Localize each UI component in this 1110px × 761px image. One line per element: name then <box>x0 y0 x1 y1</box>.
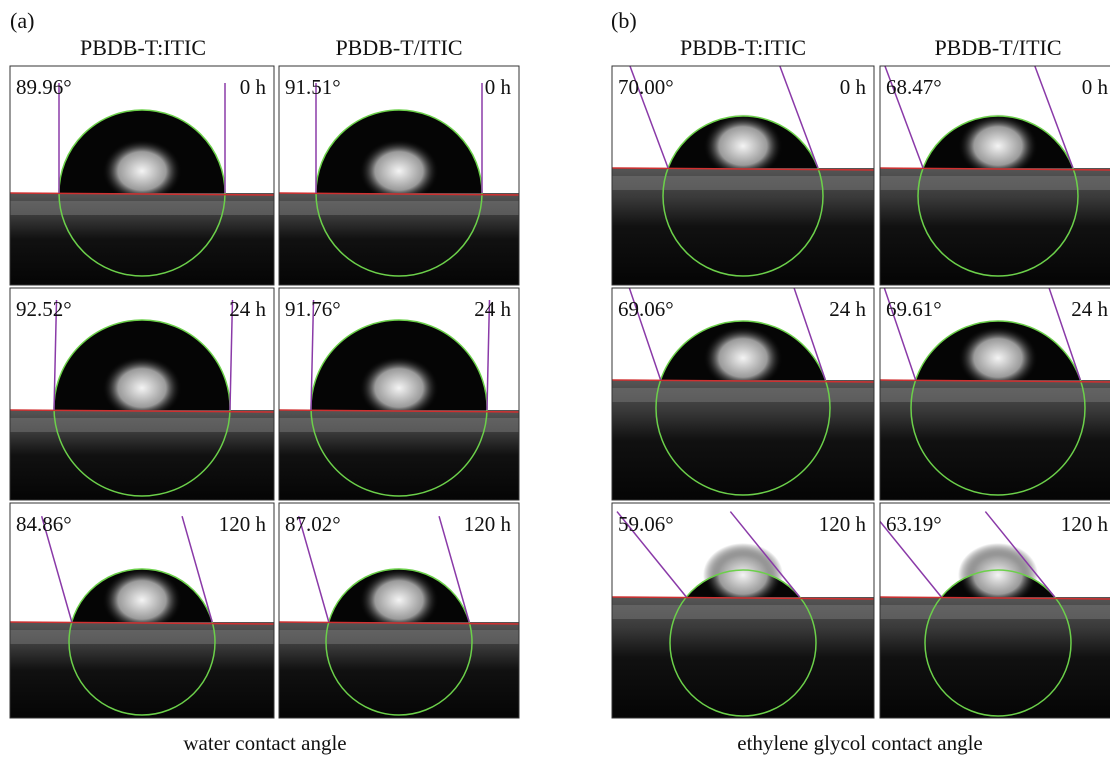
angle-label: 68.47° <box>886 75 942 99</box>
time-label: 0 h <box>240 75 267 99</box>
time-label: 0 h <box>840 75 867 99</box>
caption: ethylene glycol contact angle <box>737 731 982 755</box>
angle-label: 92.52° <box>16 297 72 321</box>
time-label: 0 h <box>1082 75 1109 99</box>
substrate-band <box>10 201 274 215</box>
substrate-band <box>880 388 1110 402</box>
time-label: 120 h <box>464 512 512 536</box>
angle-label: 59.06° <box>618 512 674 536</box>
substrate-band <box>279 418 519 432</box>
panel-label: (a) <box>10 8 34 33</box>
angle-label: 89.96° <box>16 75 72 99</box>
angle-label: 63.19° <box>886 512 942 536</box>
substrate-band <box>612 176 874 190</box>
substrate-band <box>279 201 519 215</box>
time-label: 120 h <box>1061 512 1109 536</box>
time-label: 24 h <box>829 297 866 321</box>
substrate-band <box>279 630 519 644</box>
angle-label: 91.76° <box>285 297 341 321</box>
angle-label: 87.02° <box>285 512 341 536</box>
substrate-band <box>880 605 1110 619</box>
column-header: PBDB-T/ITIC <box>335 35 462 60</box>
time-label: 24 h <box>474 297 511 321</box>
page: {"panels": [ {"label": "(a)", "columns":… <box>0 0 1110 761</box>
time-label: 0 h <box>485 75 512 99</box>
caption: water contact angle <box>183 731 346 755</box>
angle-label: 84.86° <box>16 512 72 536</box>
time-label: 120 h <box>219 512 267 536</box>
substrate-band <box>612 605 874 619</box>
substrate-band <box>10 418 274 432</box>
panel-label: (b) <box>611 8 637 33</box>
angle-label: 69.61° <box>886 297 942 321</box>
substrate-band <box>10 630 274 644</box>
substrate-band <box>612 388 874 402</box>
figure: (a) PBDB-T:ITIC PBDB-T/ITIC 89.96° 0 h 91.51°… <box>0 0 1110 761</box>
column-header: PBDB-T:ITIC <box>680 35 806 60</box>
time-label: 24 h <box>1071 297 1108 321</box>
angle-label: 91.51° <box>285 75 341 99</box>
angle-label: 70.00° <box>618 75 674 99</box>
angle-label: 69.06° <box>618 297 674 321</box>
time-label: 120 h <box>819 512 867 536</box>
column-header: PBDB-T/ITIC <box>934 35 1061 60</box>
column-header: PBDB-T:ITIC <box>80 35 206 60</box>
time-label: 24 h <box>229 297 266 321</box>
